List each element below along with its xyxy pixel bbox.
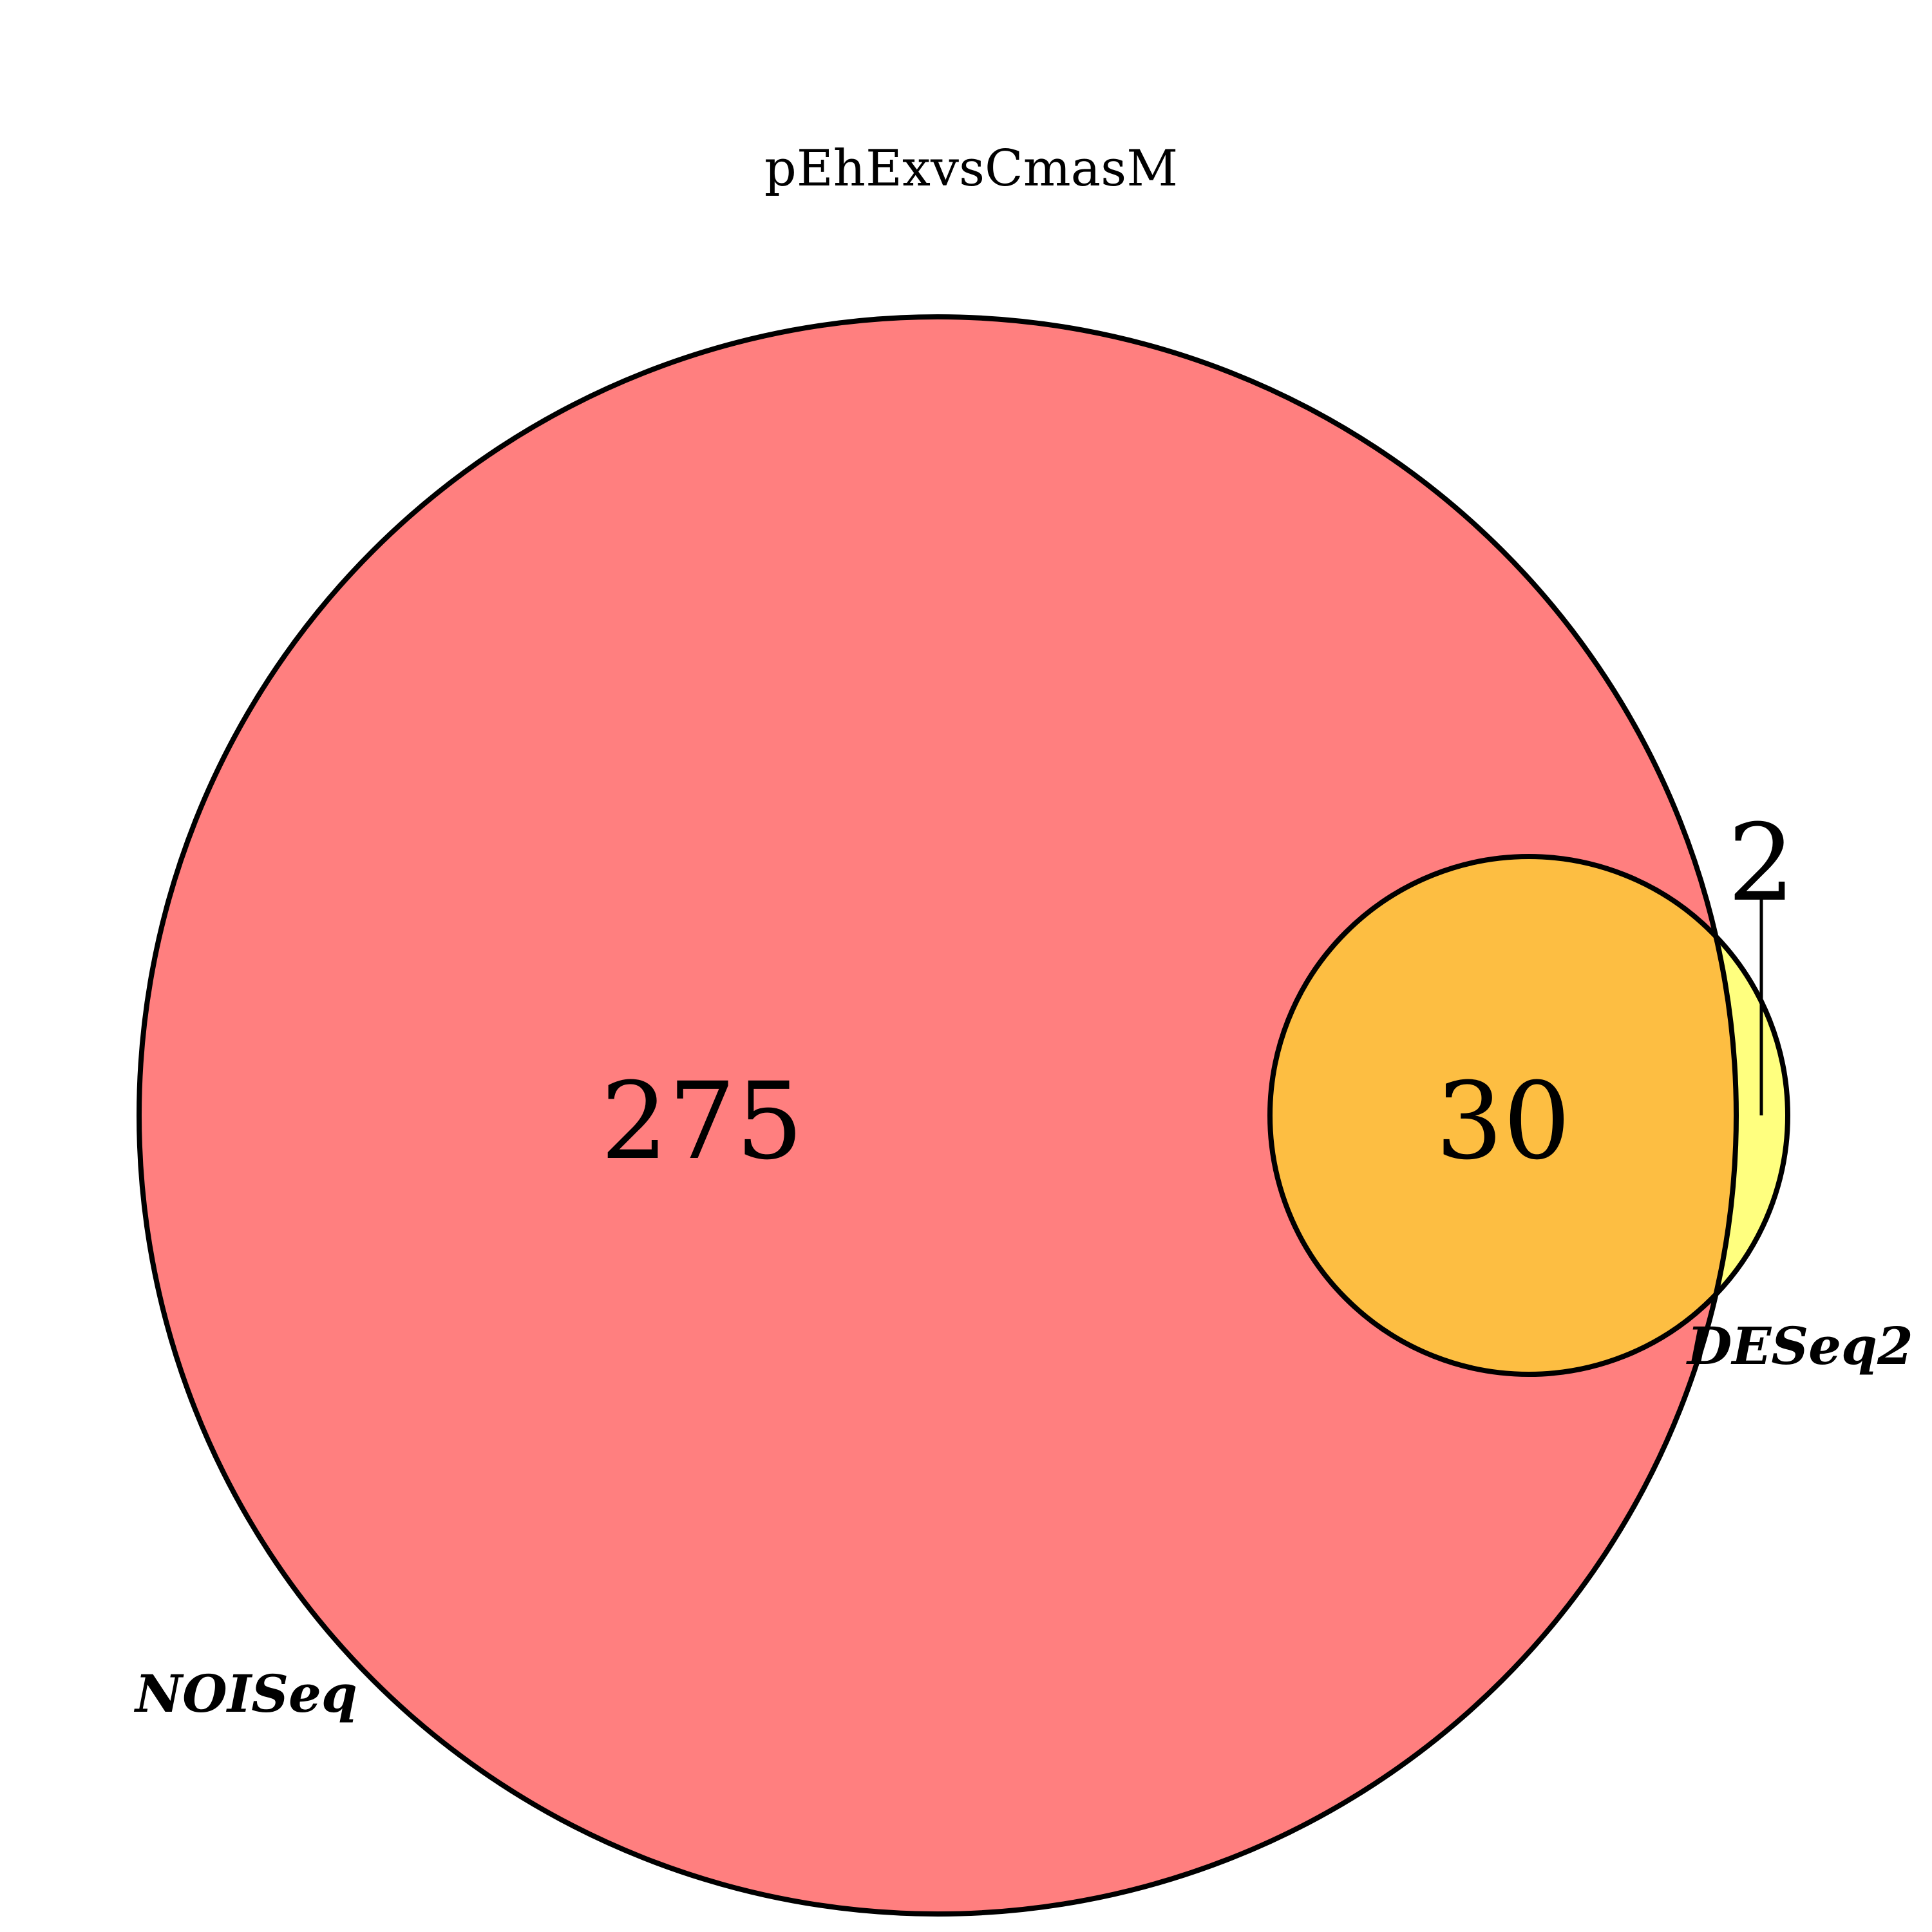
overlap-region xyxy=(1270,857,1736,1374)
noiseq-only-count: 275 xyxy=(601,1059,804,1183)
overlap-count: 30 xyxy=(1435,1059,1571,1183)
noiseq-label: NOISeq xyxy=(133,1663,357,1724)
noiseq-circle xyxy=(139,317,1736,1914)
deseq2-only-count: 2 xyxy=(1728,801,1795,925)
noiseq-outline xyxy=(137,314,1739,1917)
diagram-title: pEhExvsCmasM xyxy=(764,140,1178,198)
deseq2-label: DESeq2 xyxy=(1686,1316,1913,1376)
deseq2-outline xyxy=(1267,854,1790,1377)
